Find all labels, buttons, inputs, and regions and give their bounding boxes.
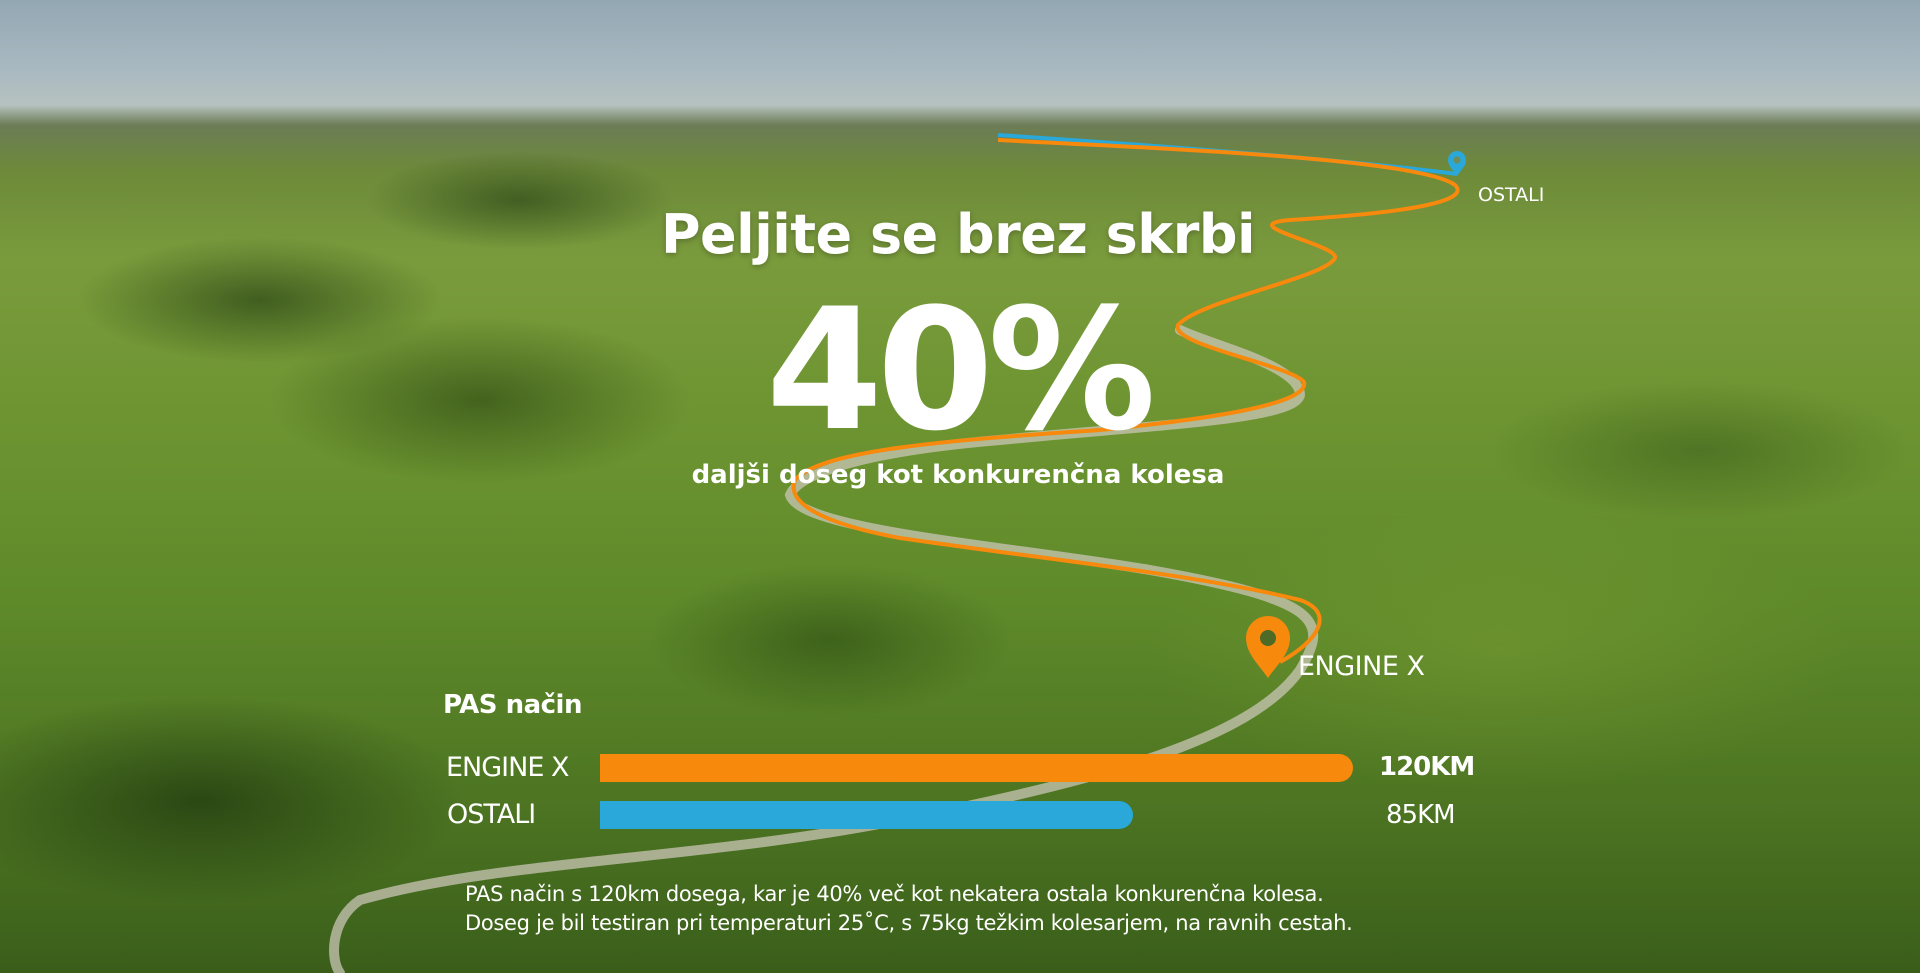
bar-value-ostali: 85KM (1386, 800, 1456, 830)
pin-label-engine-x: ENGINE X (1298, 651, 1425, 682)
footnote-line-1: PAS način s 120km dosega, kar je 40% več… (465, 882, 1324, 906)
bar-engine-x (600, 754, 1353, 782)
bar-value-engine-x: 120KM (1379, 752, 1475, 782)
pin-label-ostali: OSTALI (1478, 184, 1545, 206)
bar-label-ostali: OSTALI (447, 799, 536, 830)
footnote-line-2: Doseg je bil testiran pri temperaturi 25… (465, 911, 1353, 935)
bar-label-engine-x: ENGINE X (446, 752, 569, 783)
subheadline: daljši doseg kot konkurenčna kolesa (691, 460, 1225, 490)
bar-ostali (600, 801, 1134, 829)
location-pin-icon (1246, 616, 1290, 678)
location-pin-icon (1448, 151, 1466, 176)
chart-title: PAS način (443, 690, 582, 720)
big-stat: 40% (765, 272, 1156, 468)
headline: Peljite se brez skrbi (660, 203, 1256, 266)
route-line-engine-x (791, 138, 1460, 664)
